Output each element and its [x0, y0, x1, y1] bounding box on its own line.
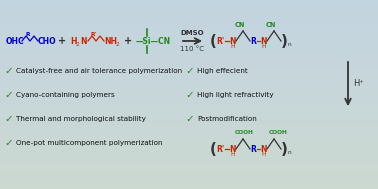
Text: One-pot multicomponent polymerization: One-pot multicomponent polymerization	[16, 140, 163, 146]
Bar	[0, 27, 378, 33]
Bar	[0, 141, 378, 146]
Bar	[0, 146, 378, 151]
Bar	[0, 46, 378, 52]
Text: ✓: ✓	[4, 66, 13, 76]
Text: R: R	[250, 145, 256, 153]
Bar	[0, 89, 378, 94]
Text: R: R	[250, 36, 256, 46]
Bar	[0, 131, 378, 137]
Text: ✓: ✓	[185, 114, 194, 124]
Text: N: N	[80, 36, 87, 46]
Text: N: N	[260, 36, 266, 46]
Text: ✓: ✓	[185, 66, 194, 76]
Text: (: (	[210, 142, 217, 156]
Text: ✓: ✓	[4, 90, 13, 100]
Bar	[0, 75, 378, 80]
Bar	[0, 103, 378, 109]
Bar	[0, 32, 378, 38]
Text: Cyano-containing polymers: Cyano-containing polymers	[16, 92, 115, 98]
Bar	[0, 155, 378, 161]
Bar	[0, 42, 378, 47]
Bar	[0, 70, 378, 76]
Text: High light refractivity: High light refractivity	[197, 92, 274, 98]
Text: N: N	[229, 36, 235, 46]
Text: Postmodification: Postmodification	[197, 116, 257, 122]
Bar	[0, 9, 378, 14]
Text: Catalyst-free and air tolerance polymerization: Catalyst-free and air tolerance polymeri…	[16, 68, 182, 74]
Bar	[0, 60, 378, 66]
Text: DMSO: DMSO	[180, 30, 204, 36]
Bar	[0, 65, 378, 71]
Text: H: H	[70, 36, 76, 46]
Text: CN: CN	[266, 22, 276, 28]
Text: —Si—CN: —Si—CN	[136, 36, 171, 46]
Bar	[0, 183, 378, 189]
Text: 2: 2	[116, 42, 120, 46]
Text: R': R'	[216, 36, 224, 46]
Text: n: n	[288, 150, 291, 156]
Text: COOH: COOH	[235, 130, 253, 136]
Text: Thermal and morphological stability: Thermal and morphological stability	[16, 116, 146, 122]
Bar	[0, 51, 378, 57]
Text: N: N	[260, 145, 266, 153]
Text: CN: CN	[235, 22, 245, 28]
Text: H⁺: H⁺	[353, 80, 364, 88]
Text: ✓: ✓	[4, 114, 13, 124]
Text: NH: NH	[104, 36, 117, 46]
Bar	[0, 94, 378, 99]
Bar	[0, 108, 378, 113]
Text: H: H	[230, 153, 234, 157]
Text: R': R'	[216, 145, 224, 153]
Text: 110 °C: 110 °C	[180, 46, 204, 52]
Text: R': R'	[91, 32, 97, 36]
Bar	[0, 79, 378, 85]
Bar	[0, 56, 378, 61]
Text: OHC: OHC	[6, 36, 25, 46]
Text: High effecient: High effecient	[197, 68, 248, 74]
Bar	[0, 122, 378, 128]
Text: H: H	[230, 44, 234, 50]
Text: H: H	[261, 44, 265, 50]
Text: 2: 2	[76, 42, 80, 46]
Text: ): )	[281, 142, 288, 156]
Bar	[0, 23, 378, 28]
Text: n: n	[288, 43, 291, 47]
Text: R: R	[26, 32, 30, 36]
Bar	[0, 37, 378, 43]
Text: H: H	[261, 153, 265, 157]
Text: ✓: ✓	[4, 138, 13, 148]
Bar	[0, 169, 378, 175]
Bar	[0, 174, 378, 180]
Text: +: +	[58, 36, 66, 46]
Bar	[0, 160, 378, 165]
Bar	[0, 0, 378, 5]
Bar	[0, 117, 378, 123]
Bar	[0, 127, 378, 132]
Bar	[0, 136, 378, 142]
Bar	[0, 150, 378, 156]
Bar	[0, 13, 378, 19]
Bar	[0, 164, 378, 170]
Bar	[0, 4, 378, 9]
Text: COOH: COOH	[268, 130, 287, 136]
Text: ✓: ✓	[185, 90, 194, 100]
Text: N: N	[229, 145, 235, 153]
Bar	[0, 98, 378, 104]
Text: CHO: CHO	[38, 36, 57, 46]
Text: (: (	[210, 33, 217, 49]
Text: ): )	[281, 33, 288, 49]
Bar	[0, 179, 378, 184]
Bar	[0, 84, 378, 90]
Bar	[0, 18, 378, 24]
Bar	[0, 112, 378, 118]
Text: +: +	[124, 36, 132, 46]
